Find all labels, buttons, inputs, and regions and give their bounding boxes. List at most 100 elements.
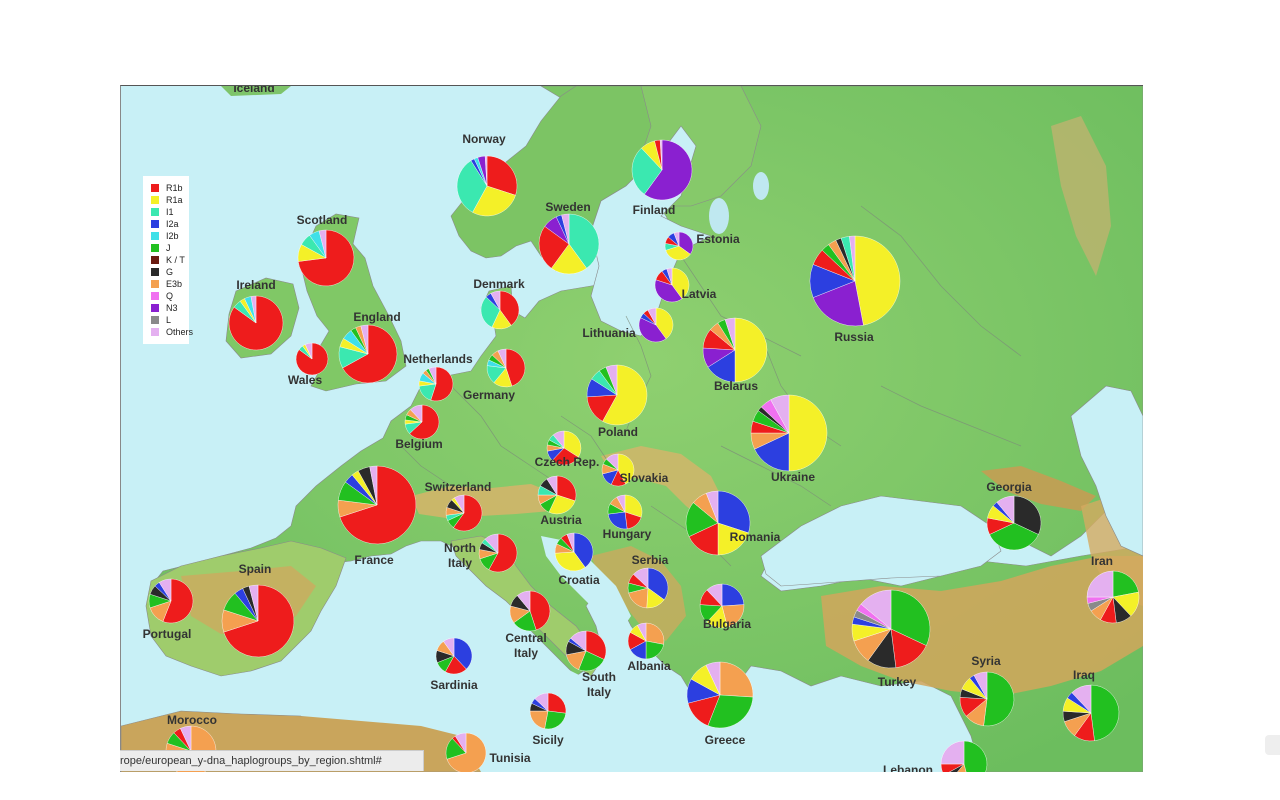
pie-slice-sardinia-i2a <box>453 637 473 670</box>
pie-slice-finland-n3 <box>644 139 693 201</box>
pie-slice-sweden-r1b <box>538 226 570 269</box>
region-label-sicily: Sicily <box>532 733 564 747</box>
pie-slice-ukraine-i2a <box>754 432 790 472</box>
status-url-text: rope/european_y-dna_haplogroups_by_regio… <box>120 755 382 767</box>
region-label-tunisia: Tunisia <box>489 751 530 765</box>
pie-iran <box>1086 570 1140 624</box>
region-label-russia: Russia <box>834 330 874 344</box>
pie-england <box>338 324 398 384</box>
region-label-spain: Spain <box>239 562 272 576</box>
region-label-syria: Syria <box>971 654 1001 668</box>
pie-slice-austria-r1b <box>556 475 577 502</box>
lake-ladoga <box>709 198 729 234</box>
pie-slice-spain-r1b <box>223 584 295 658</box>
legend-swatch <box>151 208 159 216</box>
pie-finland <box>631 139 693 201</box>
caspian-sea <box>1070 385 1143 557</box>
pie-slice-switzerland-others <box>454 494 465 514</box>
legend-label: R1a <box>166 195 183 205</box>
region-label-norway: Norway <box>462 132 506 146</box>
pie-slice-lithuania-others <box>647 307 657 326</box>
pie-slice-norway-others <box>484 155 488 187</box>
pie-slice-iraq-j <box>1090 684 1120 742</box>
pie-scotland <box>297 229 355 287</box>
region-label-latvia: Latvia <box>682 287 717 301</box>
pie-charts <box>148 139 1140 772</box>
legend-label: K / T <box>166 255 185 265</box>
region-label-hungary: Hungary <box>603 527 652 541</box>
pie-slice-sicily-r1b <box>547 692 567 714</box>
lake-onega <box>753 172 769 200</box>
pie-slice-lebanon-j <box>963 740 988 772</box>
pie-denmark <box>480 290 520 330</box>
region-label-poland: Poland <box>598 425 638 439</box>
pie-germany <box>486 348 526 388</box>
europe-map: Iceland Norway Finland Sweden Scotland Estoni… <box>120 85 1143 772</box>
pie-serbia <box>627 567 669 609</box>
pie-poland <box>586 364 648 426</box>
side-handle[interactable] <box>1265 735 1280 755</box>
pie-slice-greece-others <box>705 661 721 696</box>
pie-slice-south-italy-r1b <box>585 630 607 660</box>
pie-slice-serbia-i2a <box>647 567 669 601</box>
pie-netherlands <box>418 366 454 402</box>
pie-slice-sicily-others <box>534 692 549 712</box>
pie-slice-latvia-n3 <box>654 279 683 303</box>
pie-slice-central-italy-others <box>516 590 531 612</box>
pie-slice-iraq-others <box>1071 684 1092 714</box>
pie-slice-finland-others <box>659 139 663 171</box>
status-bar-url: rope/european_y-dna_haplogroups_by_regio… <box>120 750 424 771</box>
pie-slice-spain-others <box>248 584 259 622</box>
legend-label: Others <box>166 327 194 337</box>
region-label-greece: Greece <box>705 733 746 747</box>
pie-slice-czech-rep-others <box>552 430 565 449</box>
region-label-lebanon: Lebanon <box>883 763 933 772</box>
pie-estonia <box>664 231 694 261</box>
pie-norway <box>456 155 518 217</box>
pie-bulgaria <box>699 583 745 629</box>
pie-slice-ireland-others <box>250 295 257 324</box>
pie-slice-germany-r1b <box>505 348 526 387</box>
pie-slice-hungary-others <box>616 494 626 513</box>
highland-caucasus <box>981 466 1096 511</box>
pie-sardinia <box>435 637 473 675</box>
pie-slice-belarus-r1a <box>734 317 768 383</box>
pie-latvia <box>654 267 690 303</box>
region-label-netherlands: Netherlands <box>403 352 473 366</box>
pie-slice-england-r1b <box>342 324 398 384</box>
pie-slice-finland-i1 <box>631 147 663 195</box>
region-label-portugal: Portugal <box>143 627 192 641</box>
pie-switzerland <box>445 494 483 532</box>
region-label-south-italy: South Italy <box>582 670 616 699</box>
region-label-finland: Finland <box>633 203 676 217</box>
pie-slice-croatia-i2a <box>573 532 594 568</box>
region-label-czech-rep: Czech Rep. <box>535 455 600 469</box>
pie-slice-hungary-r1a <box>624 494 643 518</box>
pie-slice-syria-j <box>983 671 1015 727</box>
black-sea <box>760 495 1002 587</box>
region-label-sardinia: Sardinia <box>430 678 478 692</box>
pie-central-italy <box>509 590 551 632</box>
pie-slice-estonia-n3 <box>678 231 694 255</box>
region-label-sweden: Sweden <box>545 200 590 214</box>
pie-slice-denmark-i1 <box>480 296 501 328</box>
pie-slice-turkey-j <box>890 589 931 646</box>
region-labels: Iceland Norway Finland Sweden Scotland Estoni… <box>143 86 1113 772</box>
legend: R1b R1a I1 I2a I2b J K / T G E3b Q N3 L Others <box>143 176 193 344</box>
land-iceland <box>221 86 291 96</box>
pie-slice-estonia-others <box>673 231 680 247</box>
region-label-scotland: Scotland <box>297 213 348 227</box>
legend-label: I2a <box>166 219 179 229</box>
pie-slice-romania-r1a <box>717 522 749 556</box>
pie-slice-poland-others <box>605 364 618 396</box>
pie-tunisia <box>445 732 487 772</box>
region-label-iceland: Iceland <box>233 86 274 95</box>
pie-slice-albania-e3b <box>645 622 665 645</box>
pie-ireland <box>228 295 284 351</box>
pie-slice-north-italy-r1b <box>488 533 518 573</box>
pie-slice-croatia-r1a <box>554 551 586 572</box>
legend-label: E3b <box>166 279 183 289</box>
region-label-central-italy: Central Italy <box>505 631 546 660</box>
pie-slice-greece-j <box>707 694 754 729</box>
pie-sicily <box>529 692 567 730</box>
